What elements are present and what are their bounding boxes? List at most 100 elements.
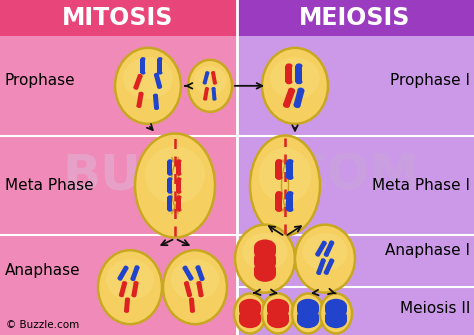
Ellipse shape xyxy=(325,313,347,328)
Bar xyxy=(275,194,283,209)
Ellipse shape xyxy=(285,79,292,84)
Ellipse shape xyxy=(124,310,129,313)
Ellipse shape xyxy=(137,105,141,108)
Ellipse shape xyxy=(239,313,261,328)
Ellipse shape xyxy=(176,195,182,199)
Text: Anaphase I: Anaphase I xyxy=(385,243,470,258)
Bar xyxy=(239,317,261,321)
Bar xyxy=(182,266,193,280)
Ellipse shape xyxy=(140,71,146,75)
Ellipse shape xyxy=(167,195,173,199)
Ellipse shape xyxy=(286,191,293,196)
Ellipse shape xyxy=(157,57,163,61)
Ellipse shape xyxy=(131,294,137,297)
Ellipse shape xyxy=(267,309,289,324)
Bar xyxy=(196,282,204,296)
Ellipse shape xyxy=(322,241,327,245)
Bar xyxy=(167,179,173,192)
Ellipse shape xyxy=(286,159,293,164)
Ellipse shape xyxy=(154,73,159,76)
Text: Meta Phase I: Meta Phase I xyxy=(372,178,470,193)
Bar xyxy=(130,266,139,280)
Text: MEIOSIS: MEIOSIS xyxy=(299,6,410,30)
Bar xyxy=(203,72,210,84)
Bar xyxy=(267,307,289,311)
Ellipse shape xyxy=(275,159,283,164)
Ellipse shape xyxy=(184,281,189,285)
Bar xyxy=(0,0,237,36)
Ellipse shape xyxy=(118,277,122,281)
Text: Meiosis II: Meiosis II xyxy=(400,301,470,316)
Bar xyxy=(118,266,128,280)
Ellipse shape xyxy=(157,71,163,75)
Bar xyxy=(167,161,173,174)
Ellipse shape xyxy=(297,299,319,314)
Ellipse shape xyxy=(134,281,138,284)
Ellipse shape xyxy=(212,98,217,101)
Bar xyxy=(293,89,304,107)
Bar xyxy=(176,179,182,192)
Bar xyxy=(275,161,283,178)
Ellipse shape xyxy=(324,298,348,321)
Ellipse shape xyxy=(286,207,293,212)
Ellipse shape xyxy=(115,48,181,124)
Ellipse shape xyxy=(153,93,158,97)
Ellipse shape xyxy=(182,266,187,269)
Ellipse shape xyxy=(297,313,319,328)
Ellipse shape xyxy=(325,309,347,324)
Bar xyxy=(195,266,205,280)
Bar xyxy=(316,259,326,274)
Text: MITOSIS: MITOSIS xyxy=(62,6,173,30)
Text: BUZ: BUZ xyxy=(63,151,177,199)
Bar xyxy=(295,66,302,82)
Ellipse shape xyxy=(239,299,261,314)
Ellipse shape xyxy=(267,303,289,318)
Ellipse shape xyxy=(329,258,334,262)
Ellipse shape xyxy=(189,297,194,301)
Bar xyxy=(154,74,162,88)
Ellipse shape xyxy=(235,225,295,293)
Ellipse shape xyxy=(167,208,173,212)
Bar xyxy=(176,197,182,210)
Bar xyxy=(137,93,144,107)
Ellipse shape xyxy=(193,66,227,95)
Ellipse shape xyxy=(325,303,347,318)
Bar xyxy=(297,307,319,311)
Bar xyxy=(286,194,293,209)
Ellipse shape xyxy=(124,266,128,269)
Bar xyxy=(315,241,327,256)
Bar xyxy=(176,161,182,174)
Ellipse shape xyxy=(211,87,216,90)
Ellipse shape xyxy=(200,277,205,281)
Bar xyxy=(285,66,292,82)
Ellipse shape xyxy=(254,240,276,255)
Ellipse shape xyxy=(106,259,154,300)
Ellipse shape xyxy=(275,207,283,212)
Ellipse shape xyxy=(176,159,182,163)
Bar xyxy=(0,36,237,335)
Ellipse shape xyxy=(171,259,219,300)
Text: Prophase: Prophase xyxy=(5,73,76,88)
Bar xyxy=(184,282,192,296)
Ellipse shape xyxy=(203,98,207,101)
Ellipse shape xyxy=(288,88,295,93)
Ellipse shape xyxy=(157,85,162,89)
Ellipse shape xyxy=(190,310,195,313)
Ellipse shape xyxy=(135,134,215,238)
Ellipse shape xyxy=(267,299,289,314)
Ellipse shape xyxy=(187,294,192,297)
Ellipse shape xyxy=(259,148,311,203)
Ellipse shape xyxy=(275,191,283,196)
Ellipse shape xyxy=(254,266,276,282)
Text: COM: COM xyxy=(291,151,419,199)
Ellipse shape xyxy=(140,57,146,61)
Ellipse shape xyxy=(297,303,319,318)
Bar xyxy=(167,197,173,210)
Ellipse shape xyxy=(145,146,205,204)
Bar xyxy=(286,161,293,178)
Ellipse shape xyxy=(163,250,227,324)
Ellipse shape xyxy=(202,82,207,85)
Ellipse shape xyxy=(139,92,144,95)
Bar xyxy=(211,72,217,84)
Bar xyxy=(124,299,130,311)
